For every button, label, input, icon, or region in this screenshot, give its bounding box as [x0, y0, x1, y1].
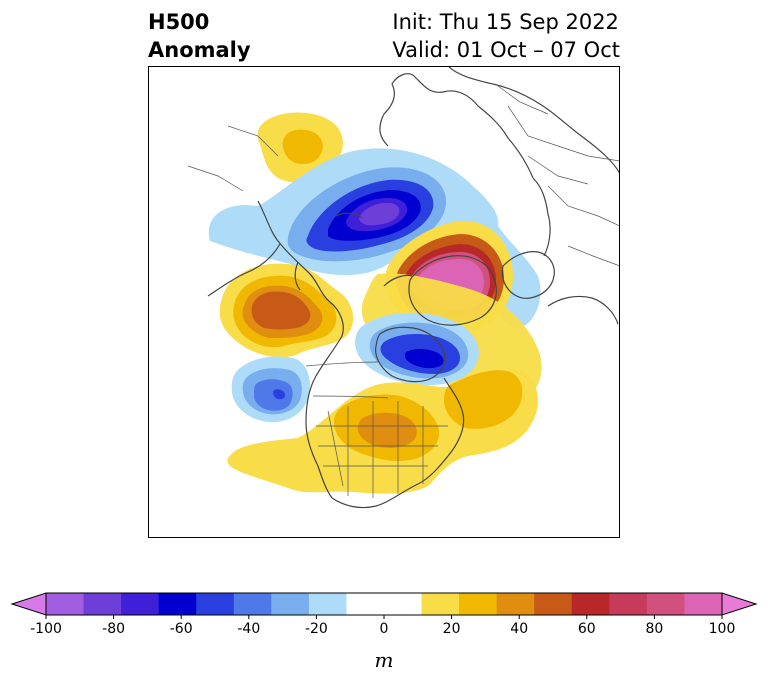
- colorbar-cell: [233, 593, 272, 615]
- colorbar-cell: [534, 593, 573, 615]
- title-left: H500 Anomaly: [148, 8, 251, 64]
- colorbar-cell: [121, 593, 160, 615]
- colorbar-tick-label: 60: [578, 621, 596, 637]
- colorbar-extend-min: [10, 592, 47, 616]
- colorbar-cell: [384, 593, 423, 615]
- colorbar-cell: [609, 593, 648, 615]
- valid-time: Valid: 01 Oct – 07 Oct: [392, 38, 620, 62]
- colorbar-tick-label: 80: [645, 621, 663, 637]
- colorbar-cell: [571, 593, 610, 615]
- colorbar-cell: [646, 593, 685, 615]
- colorbar-cell: [459, 593, 498, 615]
- colorbar-tick-label: 100: [709, 621, 736, 637]
- colorbar-tick-label: -60: [170, 621, 193, 637]
- colorbar-unit-label: m: [375, 648, 394, 672]
- colorbar-cell: [271, 593, 310, 615]
- anomaly-negative-pacific: [231, 356, 310, 423]
- colorbar-cell: [308, 593, 347, 615]
- anomaly-negative-arctic: [208, 148, 541, 328]
- colorbar-cell: [83, 593, 122, 615]
- title-right: Init: Thu 15 Sep 2022 Valid: 01 Oct – 07…: [392, 8, 620, 64]
- colorbar-extend-max: [721, 592, 758, 616]
- colorbar-cell: [496, 593, 535, 615]
- colorbar-tick-label: -40: [237, 621, 260, 637]
- init-time: Init: Thu 15 Sep 2022: [392, 10, 619, 34]
- political-borders: [187, 85, 620, 498]
- colorbar-tick-label: 0: [380, 621, 389, 637]
- colorbar-tick-label: -80: [102, 621, 125, 637]
- colorbar-cell: [346, 593, 385, 615]
- colorbar: -100 -80 -60 -40 -20 0 20 40 60 80 100 m: [10, 592, 758, 672]
- colorbar-tick-label: 40: [510, 621, 528, 637]
- anomaly-positive-alaska: [219, 263, 354, 358]
- colorbar-cell: [421, 593, 460, 615]
- colorbar-cell: [158, 593, 197, 615]
- colorbar-cell: [196, 593, 235, 615]
- anomaly-map: [148, 66, 620, 538]
- colorbar-tick-label: -20: [305, 621, 328, 637]
- colorbar-cell: [46, 593, 85, 615]
- colorbar-tick-label: -100: [30, 621, 62, 637]
- colorbar-tick-label: 20: [443, 621, 461, 637]
- title-field: H500: [148, 10, 210, 34]
- colorbar-ticks: -100 -80 -60 -40 -20 0 20 40 60 80 100: [30, 615, 735, 637]
- colorbar-cells: [46, 593, 723, 615]
- colorbar-cell: [684, 593, 723, 615]
- coastlines: [207, 66, 620, 509]
- title-anomaly: Anomaly: [148, 38, 251, 62]
